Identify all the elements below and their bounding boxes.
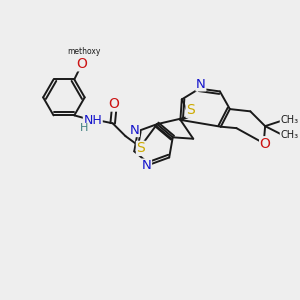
Text: O: O [109, 97, 120, 111]
Text: N: N [142, 159, 152, 172]
Text: S: S [186, 103, 195, 117]
Text: CH₃: CH₃ [280, 130, 298, 140]
Text: S: S [136, 141, 145, 155]
Text: O: O [260, 137, 271, 151]
Text: O: O [76, 57, 87, 71]
Text: NH: NH [83, 114, 102, 127]
Text: CH₃: CH₃ [280, 116, 298, 125]
Text: N: N [196, 78, 206, 91]
Text: H: H [80, 123, 88, 134]
Text: N: N [130, 124, 139, 136]
Text: methoxy: methoxy [68, 47, 101, 56]
